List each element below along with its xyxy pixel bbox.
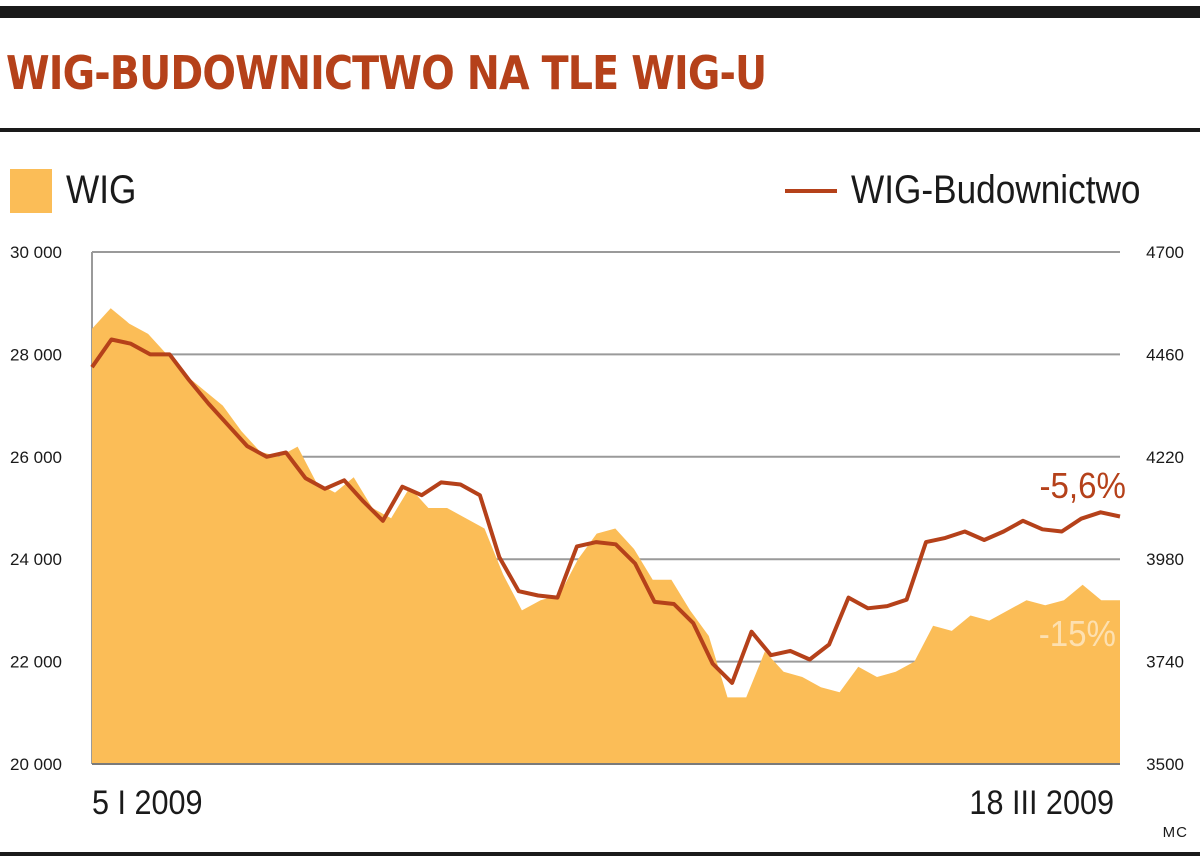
legend-wig-budownictwo-label: WIG-Budownictwo: [851, 168, 1141, 212]
credit-label: MC: [1162, 824, 1188, 841]
left-tick-label: 26 000: [10, 448, 62, 467]
x-label-end: 18 III 2009: [969, 784, 1114, 822]
annotations: -5,6% -15%: [1039, 467, 1126, 655]
wig-area: [92, 308, 1120, 764]
bottom-rule: [0, 852, 1200, 856]
left-tick-label: 28 000: [10, 345, 62, 364]
legend-wig-budownictwo-swatch: [785, 188, 838, 193]
left-tick-label: 30 000: [10, 243, 62, 262]
top-rule: [0, 6, 1200, 18]
chart-title: WIG-BUDOWNICTWO NA TLE WIG-U: [6, 46, 767, 100]
title-divider: [0, 128, 1200, 132]
legend-wig-budownictwo: WIG-Budownictwo: [785, 168, 1180, 213]
legend-wig-swatch: [10, 168, 52, 213]
x-label-start: 5 I 2009: [92, 784, 203, 822]
left-tick-label: 22 000: [10, 653, 62, 672]
legend-wig: WIG: [10, 168, 146, 213]
legend-wig-label: WIG: [66, 168, 137, 212]
right-tick-label: 3500: [1146, 755, 1184, 774]
wig-change-label: -15%: [1039, 615, 1116, 655]
left-tick-label: 20 000: [10, 755, 62, 774]
right-tick-label: 4700: [1146, 243, 1184, 262]
right-tick-label: 4460: [1146, 345, 1184, 364]
right-tick-label: 4220: [1146, 448, 1184, 467]
right-axis-ticks: 4700 4460 4220 3980 3740 3500: [1146, 243, 1184, 774]
x-axis-labels: 5 I 2009 18 III 2009: [92, 784, 1114, 822]
wig-budownictwo-change-label: -5,6%: [1039, 467, 1126, 507]
left-axis-ticks: 30 000 28 000 26 000 24 000 22 000 20 000: [10, 243, 62, 774]
right-tick-label: 3980: [1146, 550, 1184, 569]
left-tick-label: 24 000: [10, 550, 62, 569]
wig-budownictwo-line: [90, 337, 1121, 685]
right-tick-label: 3740: [1146, 653, 1184, 672]
